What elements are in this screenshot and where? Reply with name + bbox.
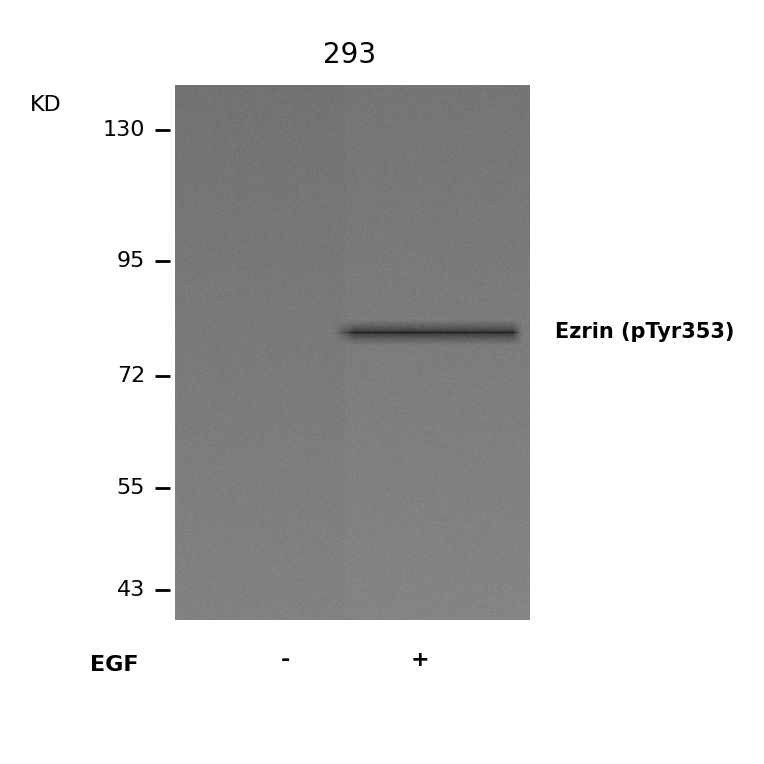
Text: 130: 130 [102, 121, 145, 141]
Text: 95: 95 [117, 251, 145, 270]
Text: EGF: EGF [90, 655, 138, 675]
Text: 43: 43 [117, 580, 145, 600]
Text: -: - [280, 650, 290, 670]
Text: KD: KD [30, 95, 62, 115]
Text: Ezrin (pTyr353): Ezrin (pTyr353) [555, 322, 734, 342]
Text: +: + [411, 650, 429, 670]
Text: 293: 293 [323, 41, 377, 69]
Text: 72: 72 [117, 366, 145, 386]
Text: 55: 55 [116, 478, 145, 497]
